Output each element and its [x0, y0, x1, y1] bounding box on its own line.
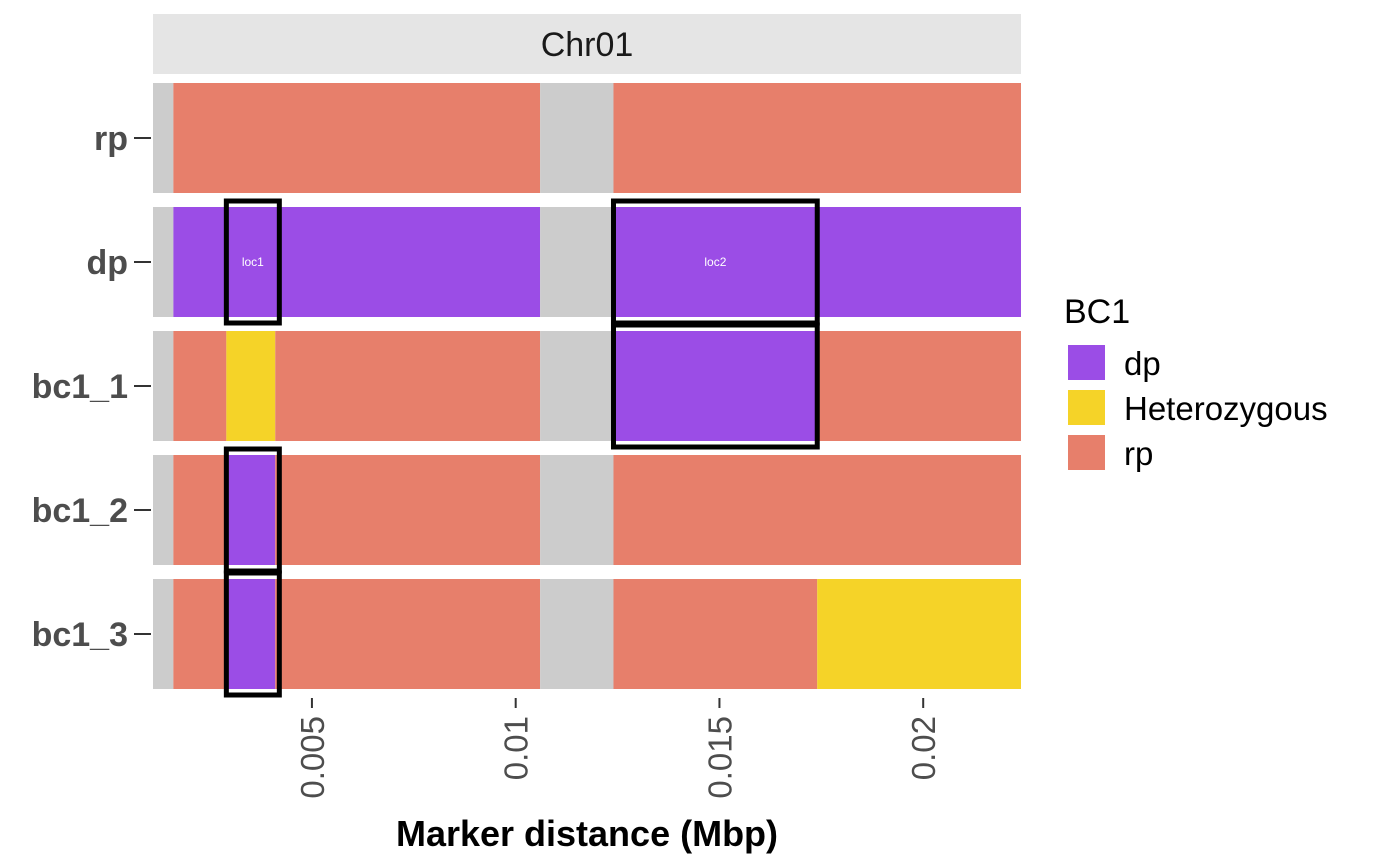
- x-axis-title: Marker distance (Mbp): [396, 813, 778, 854]
- segment-rp-0: [153, 83, 174, 193]
- segment-rp-3: [613, 83, 1021, 193]
- segment-bc1_1-11: [275, 331, 541, 441]
- loci-layer: loc1 loc2: [223, 198, 820, 698]
- legend: BC1 dp Heterozygous rp: [1064, 293, 1328, 472]
- x-tick-label-1: 0.01: [498, 716, 535, 780]
- legend-label-dp: dp: [1124, 345, 1161, 382]
- segment-bc1_2-20: [613, 455, 1021, 565]
- segment-bc1_3-27: [817, 579, 1021, 689]
- segment-rp-1: [173, 83, 541, 193]
- segment-bc1_3-26: [613, 579, 818, 689]
- segment-bc1_1-10: [226, 331, 276, 441]
- segment-bc1_1-8: [153, 331, 174, 441]
- x-tick-label-0: 0.005: [294, 716, 331, 799]
- legend-key-Heterozygous: [1068, 390, 1105, 425]
- facet-strip-background: [153, 14, 1021, 74]
- segment-bc1_1-12: [540, 331, 614, 441]
- facet-label: Chr01: [541, 26, 634, 64]
- segment-dp-5: [173, 207, 541, 317]
- legend-key-dp: [1068, 345, 1105, 380]
- segment-bc1_2-17: [226, 455, 276, 565]
- segment-dp-6: [540, 207, 614, 317]
- y-tick-label-dp: dp: [86, 244, 128, 282]
- locus-box-2: [223, 570, 282, 698]
- legend-title: BC1: [1064, 293, 1130, 331]
- segment-bc1_2-18: [275, 455, 541, 565]
- legend-label-Heterozygous: Heterozygous: [1124, 390, 1328, 427]
- locus-label-loc1: loc1: [242, 255, 264, 269]
- locus-label-loc2: loc2: [704, 255, 726, 269]
- locus-box-4: [610, 322, 820, 450]
- y-axis: rp dp bc1_1 bc1_2 bc1_3: [32, 120, 151, 654]
- segment-bc1_3-21: [153, 579, 174, 689]
- segment-bc1_1-9: [173, 331, 227, 441]
- y-tick-label-rp: rp: [94, 120, 128, 158]
- y-tick-label-bc1_1: bc1_1: [32, 368, 128, 406]
- segment-bc1_2-15: [153, 455, 174, 565]
- segment-bc1_3-25: [540, 579, 614, 689]
- segment-bc1_3-24: [275, 579, 541, 689]
- segment-bc1_1-14: [817, 331, 1021, 441]
- segment-bc1_2-19: [540, 455, 614, 565]
- plot-panel: [153, 83, 1021, 689]
- x-tick-label-3: 0.02: [905, 716, 942, 780]
- legend-label-rp: rp: [1124, 435, 1153, 472]
- locus-box-0: [223, 198, 282, 326]
- segment-dp-4: [153, 207, 174, 317]
- x-axis: 0.005 0.01 0.015 0.02: [294, 698, 942, 799]
- y-tick-label-bc1_2: bc1_2: [32, 492, 128, 530]
- segment-bc1_3-23: [226, 579, 276, 689]
- legend-key-rp: [1068, 435, 1105, 470]
- segment-bc1_2-16: [173, 455, 227, 565]
- facet-strip: Chr01: [153, 14, 1021, 74]
- segment-bc1_1-13: [613, 331, 818, 441]
- x-tick-label-2: 0.015: [701, 716, 738, 799]
- y-tick-label-bc1_3: bc1_3: [32, 616, 128, 654]
- segment-bc1_3-22: [173, 579, 227, 689]
- segment-rp-2: [540, 83, 614, 193]
